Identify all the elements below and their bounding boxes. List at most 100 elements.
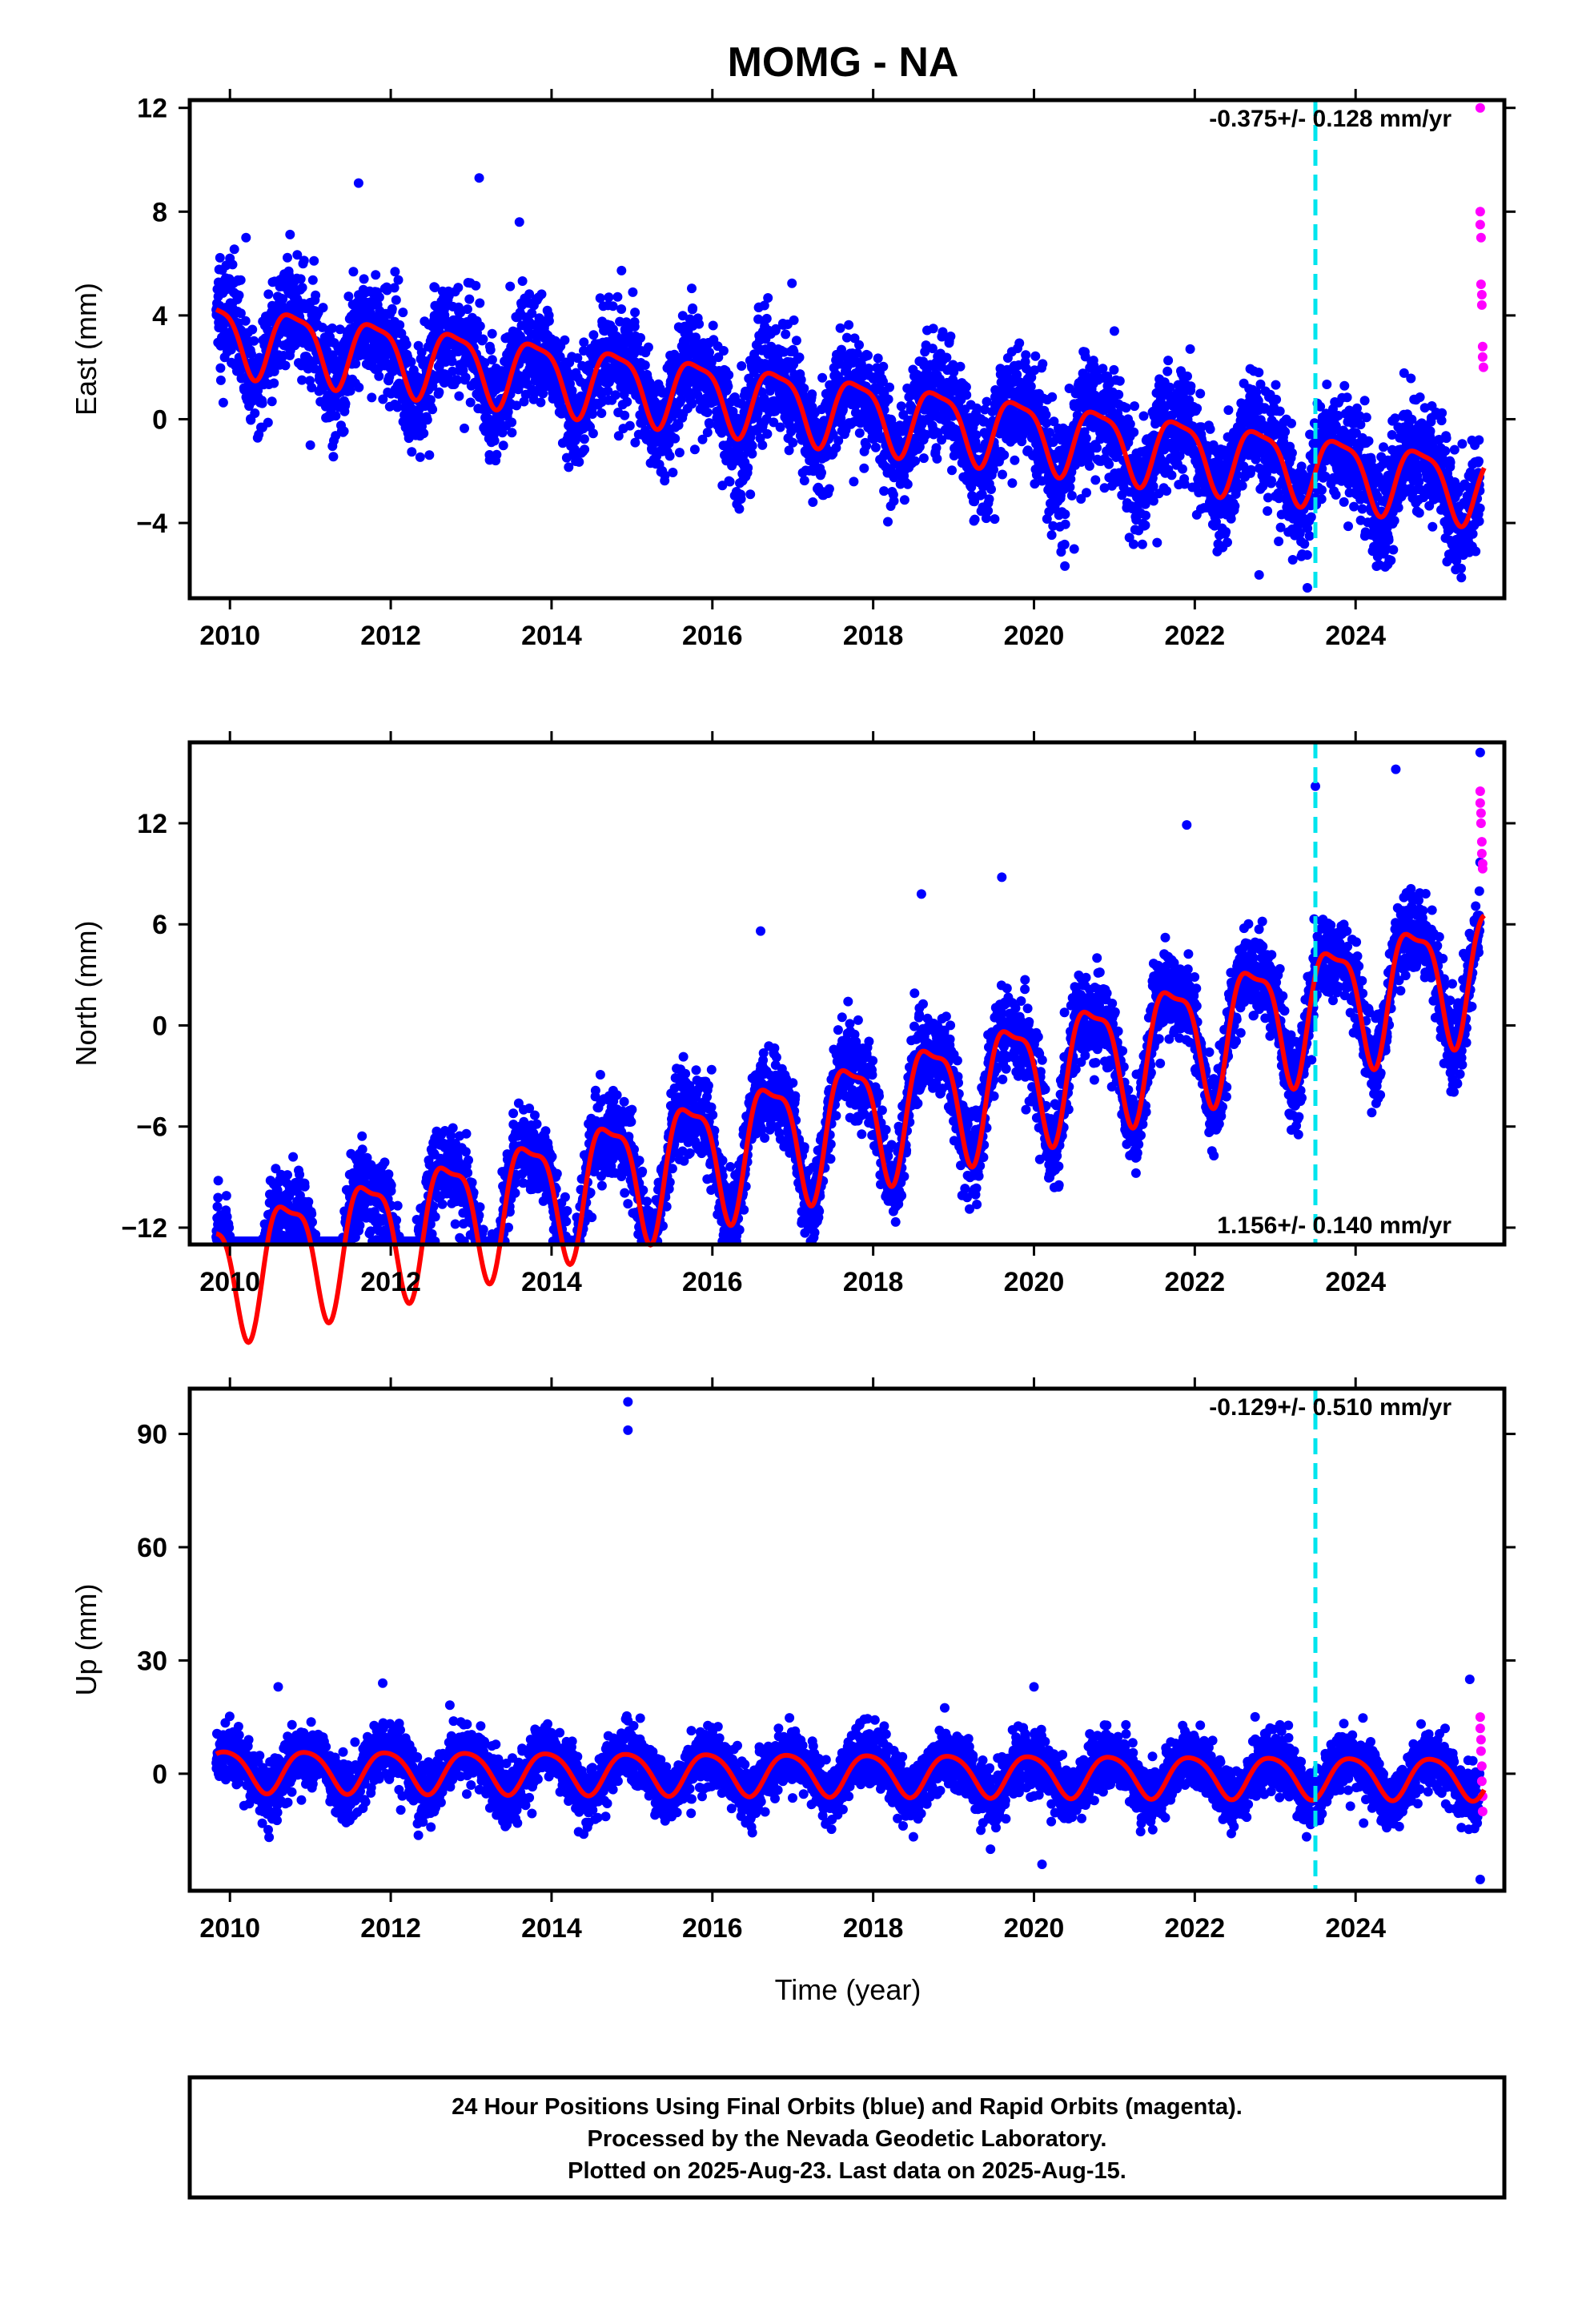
- final-point: [371, 270, 381, 280]
- final-point: [747, 440, 757, 451]
- final-point: [471, 280, 481, 291]
- final-point: [1060, 509, 1070, 520]
- final-point: [1280, 427, 1291, 437]
- final-point: [927, 344, 938, 354]
- final-point: [588, 428, 598, 439]
- final-point: [674, 448, 685, 458]
- final-point: [962, 390, 972, 400]
- final-point: [1316, 494, 1327, 505]
- final-point: [970, 514, 980, 525]
- final-point: [299, 255, 309, 266]
- final-point: [579, 337, 589, 348]
- final-point: [318, 303, 328, 313]
- final-point: [688, 303, 698, 313]
- final-point: [297, 375, 307, 385]
- final-point: [629, 321, 640, 332]
- final-point: [796, 375, 806, 385]
- final-point: [1271, 380, 1281, 390]
- final-point: [1223, 405, 1234, 416]
- final-point: [498, 440, 508, 451]
- final-point: [724, 370, 734, 380]
- final-point: [1163, 356, 1174, 366]
- final-point: [799, 476, 809, 486]
- final-point: [1162, 366, 1173, 376]
- final-point: [1237, 480, 1247, 491]
- final-point: [462, 304, 472, 315]
- final-point: [240, 316, 251, 326]
- final-point: [1177, 464, 1187, 474]
- final-point: [745, 489, 756, 500]
- final-point: [718, 346, 729, 356]
- final-point: [1104, 459, 1114, 469]
- final-point: [694, 319, 705, 329]
- final-point: [807, 389, 817, 400]
- final-point: [1130, 401, 1139, 412]
- final-point: [883, 517, 893, 527]
- final-point: [1186, 381, 1196, 392]
- final-point: [419, 428, 429, 439]
- final-point: [1192, 404, 1203, 413]
- final-point: [351, 359, 361, 369]
- final-point: [1223, 537, 1232, 548]
- final-point: [616, 304, 627, 314]
- final-point: [1138, 411, 1149, 421]
- final-point: [1121, 403, 1131, 413]
- final-point: [389, 283, 400, 293]
- final-point: [1182, 371, 1192, 381]
- final-point: [737, 361, 747, 371]
- final-point: [1246, 464, 1256, 475]
- final-point: [428, 404, 438, 415]
- final-point: [791, 336, 801, 346]
- final-point: [328, 452, 339, 462]
- final-point: [896, 401, 906, 412]
- final-point: [1195, 388, 1206, 399]
- final-point: [687, 283, 697, 294]
- final-point: [285, 229, 295, 239]
- final-point: [889, 496, 899, 506]
- final-point: [359, 274, 369, 284]
- final-point: [665, 451, 675, 461]
- final-point: [475, 321, 485, 332]
- final-point: [788, 437, 798, 448]
- chart-title: MOMG - NA: [728, 39, 959, 86]
- final-point: [536, 397, 546, 408]
- final-point: [574, 456, 584, 467]
- final-point: [1162, 486, 1172, 496]
- final-point: [1047, 392, 1058, 402]
- final-point: [608, 301, 618, 312]
- final-point: [620, 410, 630, 420]
- final-point: [560, 335, 570, 345]
- final-point: [218, 397, 228, 408]
- final-point: [227, 259, 238, 270]
- final-point: [475, 298, 485, 308]
- final-point: [604, 292, 614, 303]
- final-point: [464, 294, 475, 304]
- final-point: [1306, 512, 1316, 522]
- final-point: [395, 320, 405, 330]
- final-point: [452, 375, 463, 385]
- final-point: [1317, 485, 1327, 495]
- final-point: [1263, 506, 1273, 517]
- final-point: [340, 399, 351, 409]
- final-point: [1287, 448, 1297, 458]
- final-point: [1021, 350, 1031, 360]
- final-point: [406, 356, 416, 367]
- final-point: [278, 294, 288, 304]
- final-point: [986, 485, 996, 494]
- final-point: [1041, 410, 1051, 420]
- final-point: [254, 429, 264, 440]
- final-point: [430, 283, 440, 292]
- final-point: [878, 361, 889, 372]
- final-point: [670, 433, 681, 444]
- final-point: [998, 469, 1007, 480]
- final-point: [781, 329, 791, 340]
- final-point: [931, 443, 942, 453]
- final-point: [485, 344, 496, 355]
- final-point: [387, 304, 397, 314]
- final-point: [1357, 504, 1367, 514]
- final-point: [859, 463, 869, 473]
- final-point: [999, 450, 1010, 460]
- final-point: [507, 428, 517, 438]
- final-point: [1205, 424, 1215, 434]
- final-point: [1322, 380, 1332, 389]
